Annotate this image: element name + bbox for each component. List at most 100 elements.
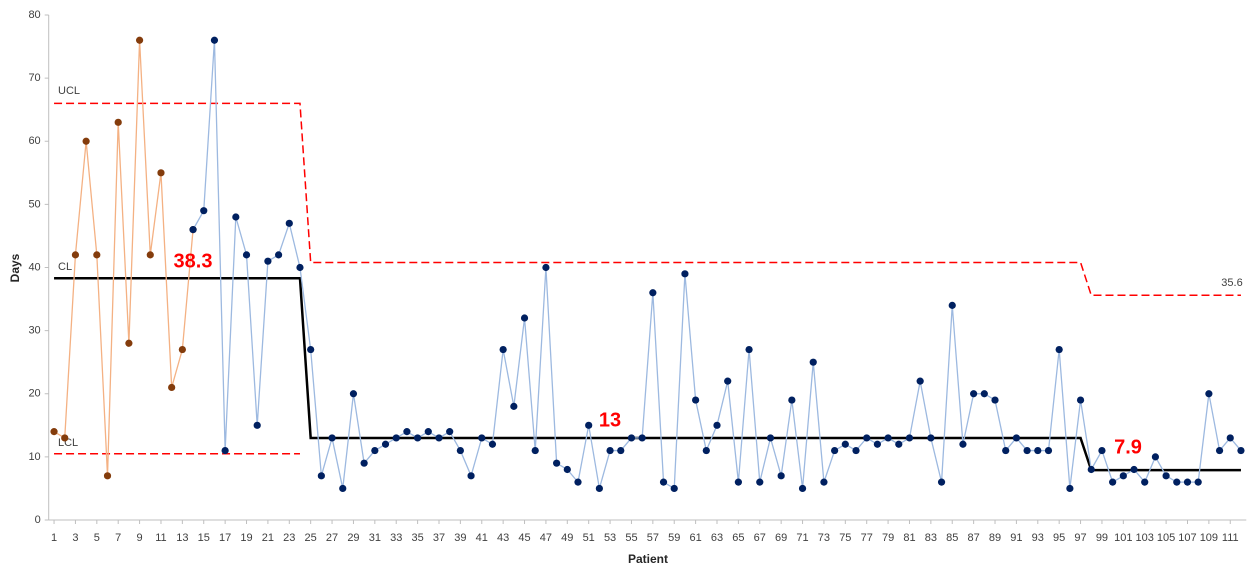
x-tick-label: 51 [583,532,595,544]
x-tick-label: 41 [476,532,488,544]
data-point [178,345,186,354]
control-limit-line [54,276,1241,472]
x-tick-label: 81 [903,532,915,544]
x-tick-label: 61 [689,532,701,544]
x-tick-label: 21 [262,532,274,544]
data-point [135,36,144,44]
data-point [403,428,411,436]
x-tick-label: 95 [1053,532,1065,544]
x-tick-label: 105 [1157,532,1175,544]
data-point [221,446,229,455]
data-point [296,263,304,272]
data-point [863,434,871,442]
data-point [553,459,561,467]
x-tick-label: 29 [347,532,359,544]
data-point [734,478,742,486]
data-point [360,459,368,467]
data-point [724,377,732,385]
data-point [1066,484,1074,493]
data-point [1226,434,1234,442]
data-point [1098,446,1106,455]
data-point [873,440,881,448]
data-point [542,263,550,272]
x-tick-label: 5 [94,532,100,544]
data-point [499,345,507,354]
data-point [1087,465,1095,474]
data-point [1151,453,1160,461]
data-point [349,390,358,398]
x-tick-label: 1 [51,532,57,544]
data-point [274,251,283,259]
x-tick-label: 67 [754,532,766,544]
data-point [1130,465,1138,474]
data-point [1183,478,1192,486]
data-point [1044,446,1053,455]
data-point [50,428,58,436]
x-tick-label: 17 [219,532,231,544]
x-tick-label: 71 [796,532,808,544]
x-tick-label: 39 [454,532,466,544]
x-tick-label: 77 [861,532,873,544]
limit-label: UCL [58,85,80,97]
annotation: 38.3 [174,250,213,272]
data-point [884,434,892,442]
y-tick-label: 0 [35,514,41,526]
x-tick-label: 37 [433,532,445,544]
data-point [627,434,636,442]
data-point [606,446,614,455]
x-tick-label: 93 [1032,532,1044,544]
data-point [414,434,422,442]
data-point [1055,345,1063,354]
data-point [456,446,464,455]
data-point [488,440,497,448]
data-point [103,472,112,480]
x-tick-label: 31 [369,532,381,544]
data-point [702,446,710,455]
data-point [339,484,347,493]
x-tick-label: 49 [561,532,573,544]
data-point [1194,478,1202,486]
data-point [210,36,219,44]
data-point [852,446,860,455]
data-point [681,270,689,278]
data-point [1023,446,1031,455]
y-tick-label: 60 [28,135,40,147]
data-point [93,251,101,259]
data-point [168,383,176,392]
x-tick-label: 19 [240,532,252,544]
limit-label: CL [58,261,72,273]
data-point [467,472,475,480]
data-point [905,434,914,442]
y-tick-label: 70 [28,72,40,84]
data-point [649,289,657,297]
data-point [809,358,817,366]
x-tick-label: 73 [818,532,830,544]
data-point [574,478,582,486]
x-tick-label: 63 [711,532,723,544]
data-point [617,446,625,455]
x-tick-label: 109 [1200,532,1218,544]
data-point [1119,472,1127,480]
x-tick-label: 3 [72,532,78,544]
data-point [1237,446,1245,455]
data-point [328,434,336,442]
x-tick-label: 59 [668,532,680,544]
data-point [478,434,486,442]
data-point [670,484,678,493]
x-tick-label: 91 [1010,532,1022,544]
annotation: 35.6 [1221,277,1242,289]
y-tick-label: 10 [28,451,40,463]
data-point [959,440,967,448]
x-tick-label: 107 [1178,532,1196,544]
x-tick-label: 33 [390,532,402,544]
x-tick-label: 25 [305,532,317,544]
data-point [756,478,764,486]
x-tick-label: 45 [518,532,530,544]
x-tick-label: 97 [1074,532,1086,544]
data-line [53,40,194,476]
x-tick-label: 47 [540,532,552,544]
data-point [1162,472,1170,480]
x-tick-label: 111 [1222,532,1239,544]
data-point [937,478,946,486]
